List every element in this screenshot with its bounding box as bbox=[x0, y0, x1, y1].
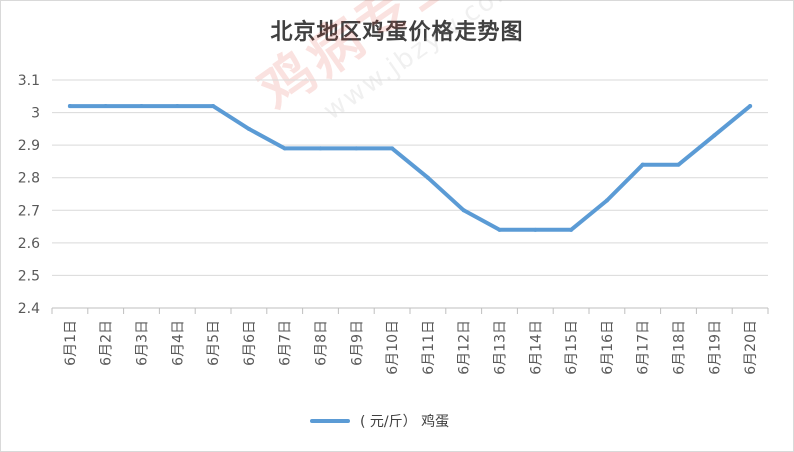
y-tick-label: 2.7 bbox=[18, 203, 40, 219]
x-tick-label: 6月19日 bbox=[707, 320, 723, 375]
x-tick-label: 6月3日 bbox=[135, 320, 151, 366]
y-tick-label: 2.6 bbox=[18, 236, 40, 252]
y-tick-label: 2.5 bbox=[18, 268, 40, 284]
data-point bbox=[640, 162, 645, 167]
x-tick-label: 6月16日 bbox=[600, 320, 616, 375]
y-tick-label: 3 bbox=[31, 106, 40, 122]
x-tick-label: 6月9日 bbox=[349, 320, 365, 366]
data-point bbox=[497, 227, 502, 232]
data-point bbox=[569, 227, 574, 232]
x-tick-label: 6月15日 bbox=[564, 320, 580, 375]
data-point bbox=[390, 146, 395, 151]
y-tick-label: 2.8 bbox=[18, 171, 40, 187]
chart-title: 北京地区鸡蛋价格走势图 bbox=[270, 19, 524, 45]
data-point bbox=[246, 126, 251, 131]
data-point bbox=[604, 198, 609, 203]
x-tick-label: 6月2日 bbox=[99, 320, 115, 366]
x-tick-label: 6月20日 bbox=[743, 320, 759, 375]
x-tick-label: 6月17日 bbox=[636, 320, 652, 375]
x-tick-label: 6月1日 bbox=[63, 320, 79, 366]
data-point bbox=[318, 146, 323, 151]
data-point bbox=[425, 175, 430, 180]
x-tick-label: 6月8日 bbox=[314, 320, 330, 366]
data-point bbox=[354, 146, 359, 151]
data-point bbox=[103, 104, 108, 109]
x-tick-label: 6月14日 bbox=[528, 320, 544, 375]
data-point bbox=[461, 208, 466, 213]
y-tick-label: 2.9 bbox=[18, 138, 40, 154]
data-point bbox=[676, 162, 681, 167]
x-tick-label: 6月13日 bbox=[493, 320, 509, 375]
data-point bbox=[175, 104, 180, 109]
data-point bbox=[211, 104, 216, 109]
y-tick-label: 2.4 bbox=[18, 301, 40, 317]
legend-swatch bbox=[310, 419, 350, 423]
x-tick-label: 6月10日 bbox=[385, 320, 401, 375]
x-tick-label: 6月5日 bbox=[206, 320, 222, 366]
x-tick-label: 6月11日 bbox=[421, 320, 437, 375]
data-point bbox=[533, 227, 538, 232]
x-tick-label: 6月6日 bbox=[242, 320, 258, 366]
data-point bbox=[139, 104, 144, 109]
x-tick-label: 6月7日 bbox=[278, 320, 294, 366]
data-point bbox=[282, 146, 287, 151]
series-line bbox=[67, 104, 753, 232]
data-point bbox=[712, 133, 717, 138]
data-point bbox=[67, 104, 72, 109]
x-tick-label: 6月18日 bbox=[672, 320, 688, 375]
legend-label: ( 元/斤） 鸡蛋 bbox=[360, 414, 450, 430]
data-point bbox=[748, 104, 753, 109]
x-tick-label: 6月4日 bbox=[170, 320, 186, 366]
legend: ( 元/斤） 鸡蛋 bbox=[310, 410, 449, 432]
y-tick-label: 3.1 bbox=[18, 73, 40, 89]
x-tick-label: 6月12日 bbox=[457, 320, 473, 375]
